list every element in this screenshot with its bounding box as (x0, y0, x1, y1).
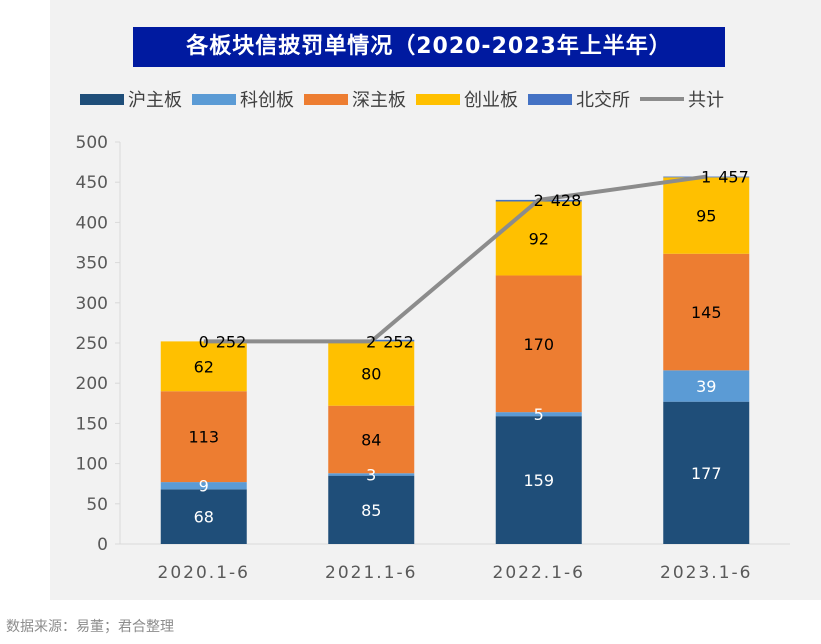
legend-swatch (192, 93, 236, 105)
x-tick-label: 2022.1-6 (493, 563, 585, 580)
data-label: 2 (534, 191, 544, 210)
data-label: 9 (199, 477, 209, 496)
legend-item-2: 深主板 (304, 86, 406, 112)
y-tick-label: 250 (76, 334, 108, 354)
total-label: 252 (383, 332, 414, 351)
bar-segment (663, 253, 750, 371)
bar-segment (663, 370, 750, 402)
y-tick-label: 400 (76, 213, 108, 233)
data-label: 39 (696, 377, 716, 396)
data-label: 1 (701, 168, 711, 187)
x-tick-label: 2023.1-6 (660, 563, 752, 580)
total-line (203, 174, 707, 344)
legend-item-3: 创业板 (416, 86, 518, 112)
legend-label: 深主板 (352, 90, 406, 111)
bar-segment (328, 341, 415, 406)
source-note: 数据来源：易董；君合整理 (6, 619, 174, 635)
y-tick-label: 500 (76, 133, 108, 153)
data-label: 62 (194, 357, 214, 376)
y-tick-label: 450 (76, 173, 108, 193)
data-label: 3 (366, 465, 376, 484)
legend-label: 创业板 (464, 90, 518, 111)
data-label: 159 (523, 471, 554, 490)
x-tick-label: 2020.1-6 (158, 563, 250, 580)
chart-title: 各板块信披罚单情况（2020-2023年上半年） (133, 27, 725, 67)
bar-segment (160, 489, 247, 544)
bar-segment (495, 416, 582, 544)
data-label: 80 (361, 365, 381, 384)
data-label: 95 (696, 207, 716, 226)
legend-item-1: 科创板 (192, 86, 294, 112)
y-tick-label: 100 (76, 455, 108, 475)
total-label: 457 (718, 168, 749, 187)
bar-segment (328, 473, 415, 476)
legend-swatch (304, 93, 348, 105)
x-tick-label: 2021.1-6 (325, 563, 417, 580)
legend-label: 北交所 (576, 90, 630, 111)
y-tick-label: 200 (76, 374, 108, 394)
data-label: 84 (361, 430, 381, 449)
chart-legend: 沪主板 科创板 深主板 创业板 北交所 共计 (80, 86, 734, 112)
bar-segment (663, 177, 750, 254)
total-label: 252 (216, 332, 247, 351)
data-label: 170 (523, 335, 554, 354)
data-label: 5 (534, 405, 544, 424)
legend-item-total: 共计 (640, 86, 724, 112)
bar-segment (328, 405, 415, 474)
legend-label: 共计 (688, 90, 724, 111)
data-label: 68 (194, 508, 214, 527)
bar-segment (160, 391, 247, 483)
data-label: 2 (366, 332, 376, 351)
bar-segment (160, 341, 247, 392)
y-tick-label: 150 (76, 414, 108, 434)
bar-segment (328, 475, 415, 544)
bar-segment (160, 482, 247, 490)
bar-segment (495, 275, 582, 413)
y-tick-label: 350 (76, 254, 108, 274)
legend-item-0: 沪主板 (80, 86, 182, 112)
total-label: 428 (551, 191, 582, 210)
data-label: 177 (691, 464, 722, 483)
legend-label: 沪主板 (128, 90, 182, 111)
legend-label: 科创板 (240, 90, 294, 111)
y-tick-label: 0 (97, 535, 108, 555)
bar-segment (663, 401, 750, 544)
y-tick-label: 50 (86, 495, 108, 515)
bar-segment (495, 412, 582, 417)
data-label: 113 (188, 428, 219, 447)
bar-segment (495, 201, 582, 276)
legend-swatch (640, 97, 684, 101)
data-label: 92 (529, 229, 549, 248)
legend-swatch (416, 93, 460, 105)
legend-swatch (528, 93, 572, 105)
data-label: 85 (361, 501, 381, 520)
legend-item-4: 北交所 (528, 86, 630, 112)
data-label: 145 (691, 303, 722, 322)
y-tick-label: 300 (76, 294, 108, 314)
legend-swatch (80, 93, 124, 105)
data-label: 0 (199, 332, 209, 351)
